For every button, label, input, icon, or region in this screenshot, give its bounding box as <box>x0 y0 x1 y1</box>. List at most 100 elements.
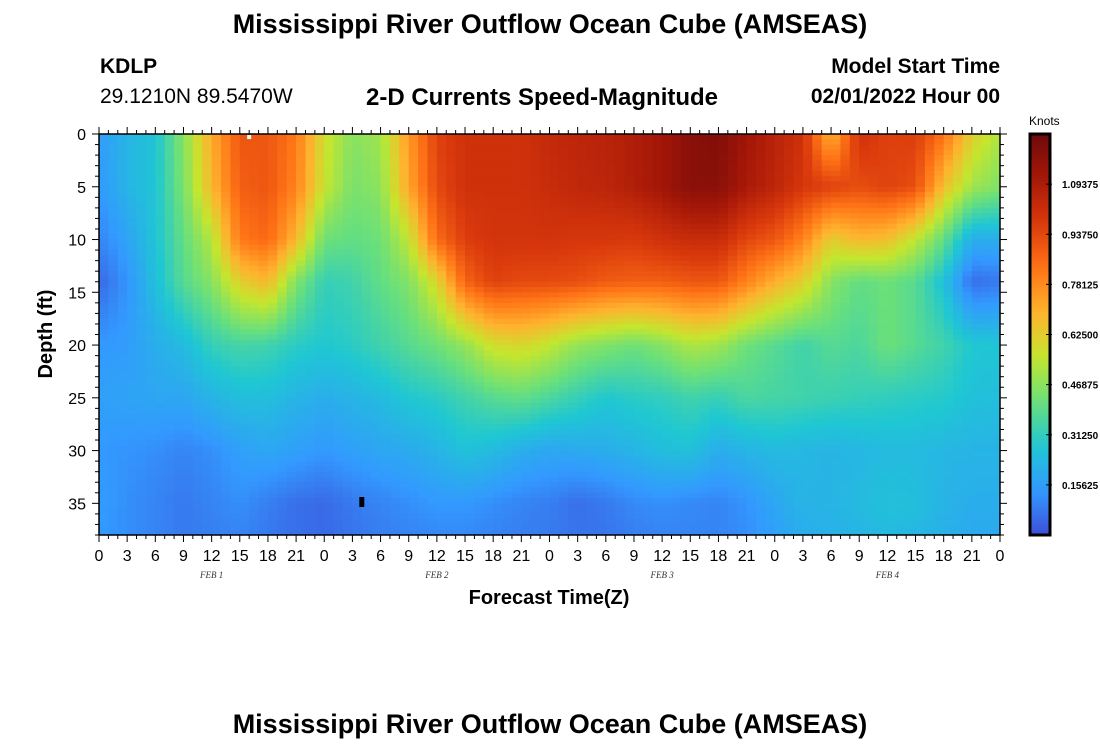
heatmap-cell <box>230 276 241 283</box>
heatmap-cell <box>136 197 147 204</box>
heatmap-cell <box>690 424 701 431</box>
heatmap-cell <box>361 165 372 172</box>
heatmap-cell <box>296 429 307 436</box>
heatmap-cell <box>530 218 541 225</box>
heatmap-cell <box>145 308 156 314</box>
heatmap-cell <box>624 482 635 489</box>
heatmap-cell <box>258 487 269 494</box>
heatmap-cell <box>502 192 513 198</box>
heatmap-cell <box>558 139 569 146</box>
heatmap-cell <box>530 297 541 304</box>
heatmap-cell <box>643 144 654 151</box>
heatmap-cell <box>380 134 391 140</box>
heatmap-cell <box>540 207 551 214</box>
heatmap-cell <box>662 202 673 209</box>
heatmap-cell <box>389 339 400 346</box>
heatmap-cell <box>333 513 344 520</box>
heatmap-cell <box>474 155 485 161</box>
heatmap-cell <box>99 376 109 383</box>
heatmap-cell <box>117 329 128 336</box>
heatmap-cell <box>521 519 532 526</box>
heatmap-cell <box>483 334 494 341</box>
heatmap-cell <box>127 313 138 320</box>
heatmap-cell <box>408 487 419 494</box>
heatmap-cell <box>352 202 363 209</box>
heatmap-cell <box>699 450 710 457</box>
heatmap-cell <box>624 371 635 378</box>
heatmap-cell <box>493 149 504 156</box>
heatmap-cell <box>361 376 372 383</box>
heatmap-cell <box>680 218 691 225</box>
heatmap-cell <box>380 160 391 167</box>
heatmap-cell <box>164 529 175 535</box>
heatmap-cell <box>540 213 551 220</box>
heatmap-cell <box>530 287 541 293</box>
heatmap-cell <box>605 371 616 378</box>
heatmap-cell <box>239 207 250 214</box>
heatmap-cell <box>155 202 166 209</box>
heatmap-cell <box>474 239 485 246</box>
heatmap-cell <box>314 408 325 415</box>
heatmap-cell <box>540 292 551 299</box>
heatmap-cell <box>174 524 185 531</box>
heatmap-cell <box>436 176 447 183</box>
heatmap-cell <box>643 192 654 198</box>
heatmap-cell <box>483 381 494 388</box>
heatmap-cell <box>530 134 541 140</box>
heatmap-cell <box>680 461 691 468</box>
heatmap-cell <box>117 271 128 278</box>
heatmap-cell <box>277 329 288 336</box>
heatmap-cell <box>633 397 644 404</box>
heatmap-cell <box>643 160 654 167</box>
heatmap-cell <box>108 271 119 278</box>
heatmap-cell <box>699 250 710 256</box>
heatmap-cell <box>699 508 710 515</box>
heatmap-cell <box>258 519 269 526</box>
heatmap-cell <box>493 202 504 209</box>
heatmap-cell <box>117 461 128 468</box>
heatmap-cell <box>493 218 504 225</box>
heatmap-cell <box>380 144 391 151</box>
heatmap-cell <box>540 160 551 167</box>
heatmap-cell <box>164 250 175 256</box>
heatmap-cell <box>174 350 185 357</box>
heatmap-cell <box>221 360 231 367</box>
heatmap-cell <box>662 250 673 256</box>
heatmap-cell <box>155 134 166 140</box>
heatmap-cell <box>662 144 673 151</box>
heatmap-cell <box>333 302 344 309</box>
heatmap-cell <box>314 181 325 188</box>
heatmap-cell <box>427 513 438 520</box>
heatmap-cell <box>211 234 222 241</box>
heatmap-cell <box>164 461 175 468</box>
heatmap-cell <box>643 218 654 225</box>
heatmap-cell <box>361 281 372 288</box>
heatmap-cell <box>249 408 260 415</box>
heatmap-cell <box>314 487 325 494</box>
heatmap-cell <box>427 297 438 304</box>
heatmap-cell <box>446 524 457 531</box>
heatmap-cell <box>258 403 269 409</box>
heatmap-cell <box>230 508 241 515</box>
heatmap-cell <box>690 192 701 198</box>
heatmap-cell <box>474 250 485 256</box>
heatmap-cell <box>145 329 156 336</box>
heatmap-cell <box>530 397 541 404</box>
heatmap-cell <box>192 228 203 235</box>
heatmap-cell <box>164 519 175 526</box>
heatmap-cell <box>145 450 156 457</box>
heatmap-cell <box>371 429 382 436</box>
heatmap-cell <box>558 192 569 198</box>
heatmap-cell <box>671 392 682 399</box>
heatmap-cell <box>652 418 663 425</box>
heatmap-cell <box>446 265 457 272</box>
heatmap-cell <box>239 429 250 436</box>
heatmap-cell <box>408 455 419 462</box>
heatmap-cell <box>493 250 504 256</box>
heatmap-cell <box>633 176 644 183</box>
heatmap-cell <box>474 513 485 520</box>
heatmap-cell <box>324 403 335 409</box>
heatmap-cell <box>455 265 466 272</box>
heatmap-cell <box>221 408 231 415</box>
heatmap-cell <box>540 202 551 209</box>
